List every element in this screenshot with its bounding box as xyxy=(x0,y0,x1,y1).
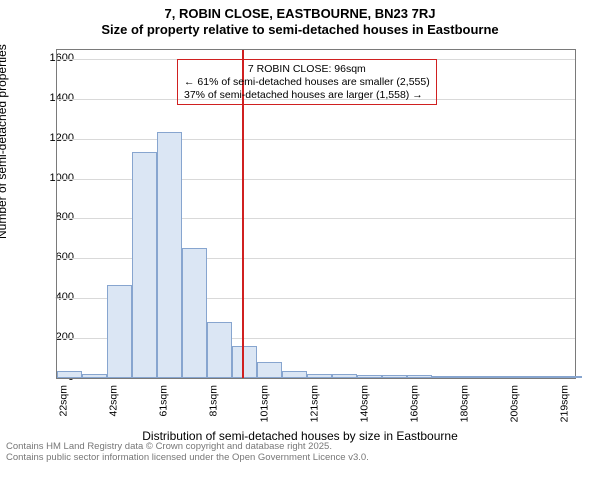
chart-title-block: 7, ROBIN CLOSE, EASTBOURNE, BN23 7RJ Siz… xyxy=(0,0,600,39)
x-tick-label: 101sqm xyxy=(258,385,270,422)
histogram-bar xyxy=(307,374,332,378)
x-tick-label: 219sqm xyxy=(558,385,570,422)
histogram-bar xyxy=(257,362,282,378)
y-axis-label: Number of semi-detached properties xyxy=(0,44,9,239)
histogram-bar xyxy=(182,248,207,377)
histogram-bar xyxy=(232,346,257,378)
histogram-bar xyxy=(107,285,132,377)
x-ticks: 22sqm 42sqm 61sqm 81sqm 101sqm 121sqm 140sqm 16… xyxy=(56,381,576,431)
x-tick-label: 81sqm xyxy=(208,385,220,417)
histogram-bar xyxy=(557,376,582,378)
x-tick-label: 42sqm xyxy=(108,385,120,417)
x-axis-label: Distribution of semi-detached houses by … xyxy=(0,429,600,443)
chart-container: Number of semi-detached properties 02004… xyxy=(0,39,600,439)
x-tick-label: 180sqm xyxy=(458,385,470,422)
x-tick-label: 160sqm xyxy=(408,385,420,422)
histogram-bar xyxy=(432,376,457,378)
histogram-bar xyxy=(482,376,507,378)
histogram-bar xyxy=(332,374,357,378)
histogram-bar xyxy=(207,322,232,378)
histogram-bar xyxy=(532,376,557,378)
title-line2: Size of property relative to semi-detach… xyxy=(0,22,600,38)
histogram-bar xyxy=(407,375,432,377)
histogram-bar xyxy=(457,376,482,378)
histogram-bar xyxy=(57,371,82,378)
x-tick-label: 61sqm xyxy=(158,385,170,417)
histogram-bar xyxy=(357,375,382,378)
annotation-line1: 7 ROBIN CLOSE: 96sqm xyxy=(184,63,430,76)
x-tick-label: 200sqm xyxy=(508,385,520,422)
title-line1: 7, ROBIN CLOSE, EASTBOURNE, BN23 7RJ xyxy=(0,6,600,22)
x-tick-label: 22sqm xyxy=(58,385,70,417)
plot-area: 7 ROBIN CLOSE: 96sqm ← 61% of semi-detac… xyxy=(56,49,576,379)
histogram-bar xyxy=(82,374,107,378)
annotation-line2: ← 61% of semi-detached houses are smalle… xyxy=(184,76,430,89)
histogram-bar xyxy=(507,376,532,378)
histogram-bar xyxy=(282,371,307,378)
annotation-box: 7 ROBIN CLOSE: 96sqm ← 61% of semi-detac… xyxy=(177,59,437,105)
histogram-bar xyxy=(132,152,157,378)
x-tick-label: 121sqm xyxy=(308,385,320,422)
footer-line2: Contains public sector information licen… xyxy=(6,452,594,464)
histogram-bar xyxy=(382,375,407,377)
x-tick-label: 140sqm xyxy=(358,385,370,422)
annotation-line3: 37% of semi-detached houses are larger (… xyxy=(184,89,430,102)
histogram-bar xyxy=(157,132,182,378)
